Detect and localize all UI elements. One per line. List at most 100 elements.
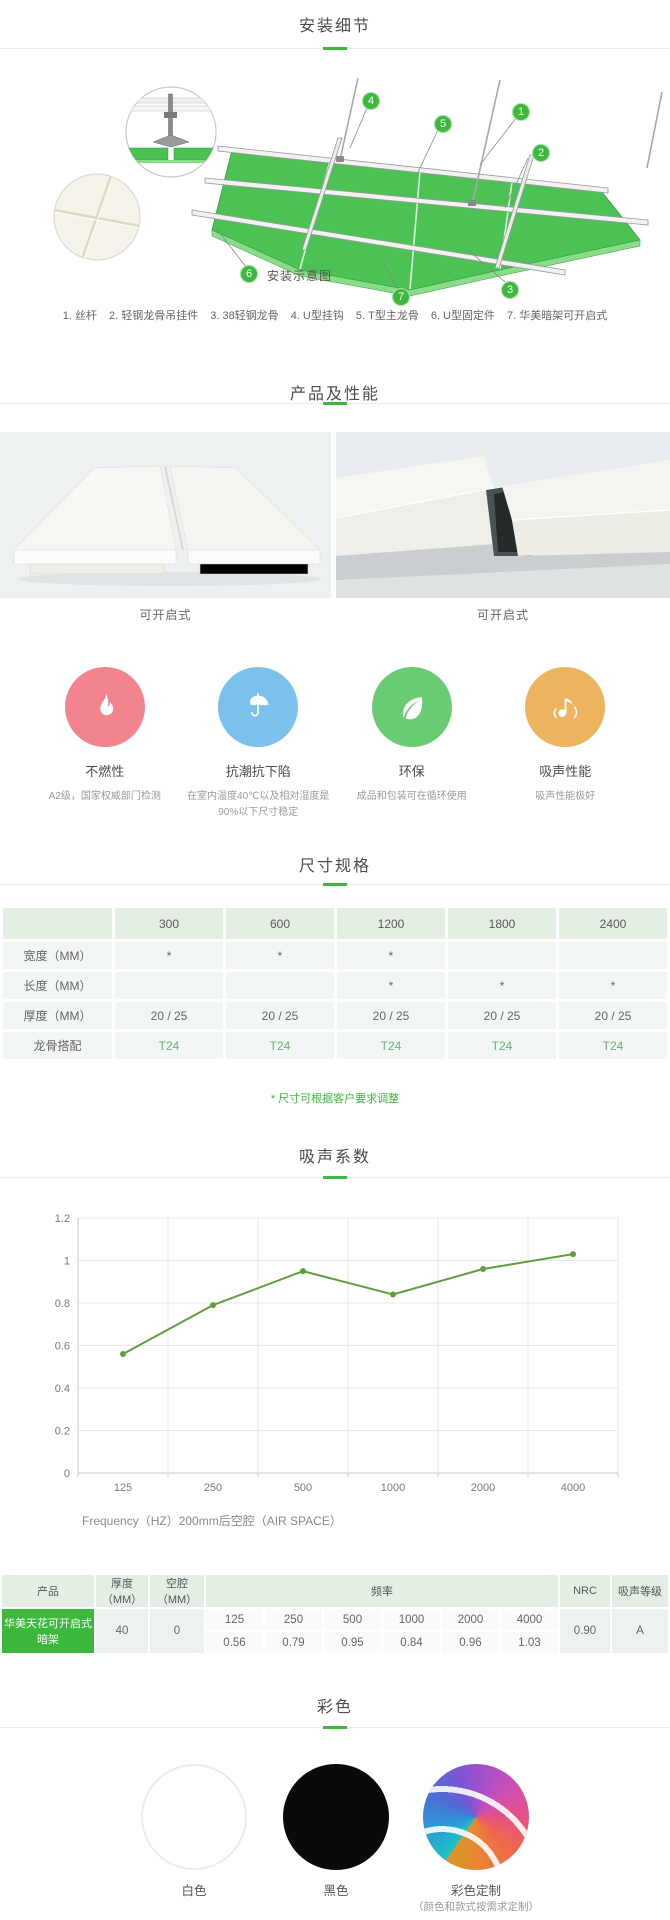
col-frequency: 频率	[206, 1575, 558, 1607]
chart-point	[570, 1251, 576, 1258]
chart-point	[390, 1291, 396, 1298]
feature-desc: A2级，国家权威部门检测	[48, 791, 161, 802]
color-label-custom: 彩色定制	[450, 1884, 501, 1898]
size-col-header: 600	[226, 908, 334, 939]
feature-desc: 在室内温度40℃以及相对湿度是90%以下尺寸稳定	[187, 791, 330, 818]
section-title-products: 产品及性能	[289, 386, 380, 403]
chart-point	[210, 1302, 216, 1309]
acoustic-row-coefficients: 0.56 0.79 0.95 0.84 0.96 1.03	[2, 1632, 668, 1653]
size-col-header	[3, 908, 112, 939]
coefficient-cell: 0.96	[442, 1632, 499, 1653]
callout-7: 7	[392, 288, 410, 306]
y-axis-label: 0.2	[55, 1426, 70, 1438]
col-thickness: 厚度（MM）	[96, 1575, 148, 1607]
section-accent-dash	[323, 883, 347, 886]
acoustic-row-frequencies: 华美天花可开启式暗架 40 0 125 250 500 1000 2000 4000 0.9…	[2, 1609, 668, 1653]
size-table: 300 600 1200 1800 2400 宽度（MM） * * * 长度（MM） * * * 厚度（…	[0, 905, 670, 1062]
chart-point	[120, 1351, 126, 1357]
coefficient-cell: 1.03	[501, 1632, 558, 1653]
feature-moisture: 抗潮抗下陷 在室内温度40℃以及相对湿度是90%以下尺寸稳定	[182, 660, 336, 821]
y-axis-label: 0.4	[55, 1383, 70, 1395]
legend-item: 1. 丝杆	[62, 310, 97, 322]
legend-item: 2. 轻钢龙骨吊挂件	[108, 310, 199, 322]
size-cell: 20 / 25	[115, 1002, 223, 1029]
coefficient-cell: 0.95	[324, 1632, 381, 1653]
y-axis-label: 0	[64, 1468, 70, 1480]
callout-1: 1	[512, 103, 530, 121]
y-axis-label: 0.6	[55, 1341, 70, 1353]
y-axis-label: 0.8	[55, 1298, 70, 1310]
nrc-cell: 0.90	[560, 1609, 610, 1653]
col-grade: 吸声等级	[612, 1575, 668, 1607]
cavity-cell: 0	[150, 1609, 204, 1653]
acoustic-table: 产品 厚度（MM） 空腔（MM） 频率 NRC 吸声等级 华美天花可开启式暗架 …	[0, 1573, 670, 1655]
size-cell: T24	[559, 1032, 667, 1059]
feature-title: 吸声性能	[539, 764, 592, 779]
size-cell: 20 / 25	[337, 1002, 445, 1029]
x-axis-label: 250	[204, 1482, 222, 1494]
leaf-icon	[371, 667, 452, 747]
x-axis-label: 2000	[471, 1482, 495, 1494]
feature-title: 抗潮抗下陷	[225, 764, 291, 779]
y-axis-label: 1.2	[55, 1213, 70, 1225]
section-accent-dash	[323, 1176, 347, 1179]
size-cell: 20 / 25	[559, 1002, 667, 1029]
section-title-absorption: 吸声系数	[298, 1149, 371, 1166]
color-label-black: 黑色	[323, 1884, 349, 1898]
feature-title: 环保	[398, 764, 425, 779]
legend-item: 4. U型挂钩	[290, 310, 344, 322]
size-row-label: 宽度（MM）	[3, 942, 112, 969]
col-product: 产品	[2, 1575, 94, 1607]
chart-caption: Frequency（HZ）200mm后空腔（AIR SPACE）	[82, 1514, 342, 1528]
size-cell	[559, 942, 667, 969]
feature-desc: 成品和包装可在循环使用	[356, 791, 467, 802]
size-table-row: 宽度（MM） * * *	[3, 942, 667, 969]
product-photo-openable	[0, 432, 331, 598]
size-cell: T24	[337, 1032, 445, 1059]
size-col-header: 2400	[559, 908, 667, 939]
size-cell: T24	[115, 1032, 223, 1059]
photo-caption-left: 可开启式	[139, 608, 192, 622]
size-cell: *	[115, 942, 223, 969]
section-accent-dash	[323, 402, 347, 405]
size-row-label: 厚度（MM）	[3, 1002, 112, 1029]
callout-6: 6	[240, 265, 258, 283]
callout-4: 4	[362, 92, 380, 110]
product-photo-left-svg	[0, 432, 331, 598]
frequency-cell: 125	[206, 1609, 263, 1630]
size-table-body: 宽度（MM） * * * 长度（MM） * * * 厚度（MM） 20 / 25 20 / 25 20…	[3, 942, 667, 1059]
callout-2: 2	[532, 144, 550, 162]
section-title-size: 尺寸规格	[298, 858, 371, 875]
feature-title: 不燃性	[85, 764, 125, 779]
color-label-white: 白色	[181, 1884, 207, 1898]
installation-diagram: 1 2 3 4 5 6 7	[0, 60, 670, 310]
coefficient-cell: 0.84	[383, 1632, 440, 1653]
y-axis-label: 1	[64, 1256, 70, 1268]
section-accent-dash	[323, 47, 347, 50]
product-photo-right-svg	[336, 432, 670, 598]
inset-detail-section	[125, 86, 217, 178]
size-cell	[448, 942, 556, 969]
inset-detail-tile	[53, 173, 141, 261]
installation-diagram-svg	[53, 77, 663, 297]
col-nrc: NRC	[560, 1575, 610, 1607]
size-table-header-row: 300 600 1200 1800 2400	[3, 908, 667, 939]
coefficient-cell: 0.79	[265, 1632, 322, 1653]
size-cell: *	[337, 972, 445, 999]
frequency-cell: 500	[324, 1609, 381, 1630]
size-table-head: 300 600 1200 1800 2400	[3, 908, 667, 939]
size-cell: *	[448, 972, 556, 999]
callout-3: 3	[501, 281, 519, 299]
color-swatch-white	[141, 1764, 247, 1870]
chart-point	[300, 1268, 306, 1275]
legend-item: 7. 华美暗架可开启式	[507, 310, 608, 322]
color-swatch-custom-fan	[423, 1764, 529, 1870]
size-cell: *	[337, 942, 445, 969]
feature-eco: 环保 成品和包装可在循环使用	[335, 660, 489, 821]
feature-list: 不燃性 A2级，国家权威部门检测 抗潮抗下陷 在室内温度40℃以及相对湿度是90…	[28, 660, 642, 821]
thickness-cell: 40	[96, 1609, 148, 1653]
chart-point	[480, 1266, 486, 1272]
legend-item: 5. T型主龙骨	[355, 310, 419, 322]
flame-icon	[64, 667, 145, 747]
